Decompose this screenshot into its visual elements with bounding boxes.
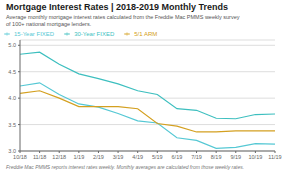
svg-text:11/19: 11/19 xyxy=(268,154,275,160)
html-text:Mortgage Interest Rates | 2018: Mortgage Interest Rates | 2018-2019 Mont… xyxy=(6,2,229,12)
svg-text:3/19: 3/19 xyxy=(113,154,124,160)
html-text:30-Year FIXED: 30-Year FIXED xyxy=(74,31,115,37)
svg-text:5.0: 5.0 xyxy=(8,42,16,48)
svg-text:2/19: 2/19 xyxy=(93,154,104,160)
svg-text:4.5: 4.5 xyxy=(8,69,16,75)
html-text:15-Year FIXED: 15-Year FIXED xyxy=(14,31,55,37)
svg-text:7/19: 7/19 xyxy=(191,154,202,160)
svg-text:8/19: 8/19 xyxy=(211,154,222,160)
html-text:of 100+ national mortgage lend: of 100+ national mortgage lenders. xyxy=(6,21,92,27)
svg-text:3.5: 3.5 xyxy=(8,122,16,128)
svg-text:4/19: 4/19 xyxy=(132,154,143,160)
svg-text:1/19: 1/19 xyxy=(73,154,84,160)
svg-text:12/18: 12/18 xyxy=(52,154,66,160)
html-text:Average monthly mortgage inter: Average monthly mortgage interest rates … xyxy=(6,14,240,20)
svg-text:10/18: 10/18 xyxy=(13,154,27,160)
svg-text:10/19: 10/19 xyxy=(249,154,263,160)
svg-text:9/19: 9/19 xyxy=(230,154,241,160)
html-text:Freddie Mac PMMS reports inter: Freddie Mac PMMS reports interest rates … xyxy=(6,164,245,170)
svg-text:11/18: 11/18 xyxy=(33,154,46,160)
svg-text:6/19: 6/19 xyxy=(172,154,183,160)
svg-text:3.0: 3.0 xyxy=(8,148,16,154)
html-text:5/1 ARM: 5/1 ARM xyxy=(134,31,158,37)
svg-text:4.0: 4.0 xyxy=(8,95,16,101)
svg-text:5/19: 5/19 xyxy=(152,154,163,160)
